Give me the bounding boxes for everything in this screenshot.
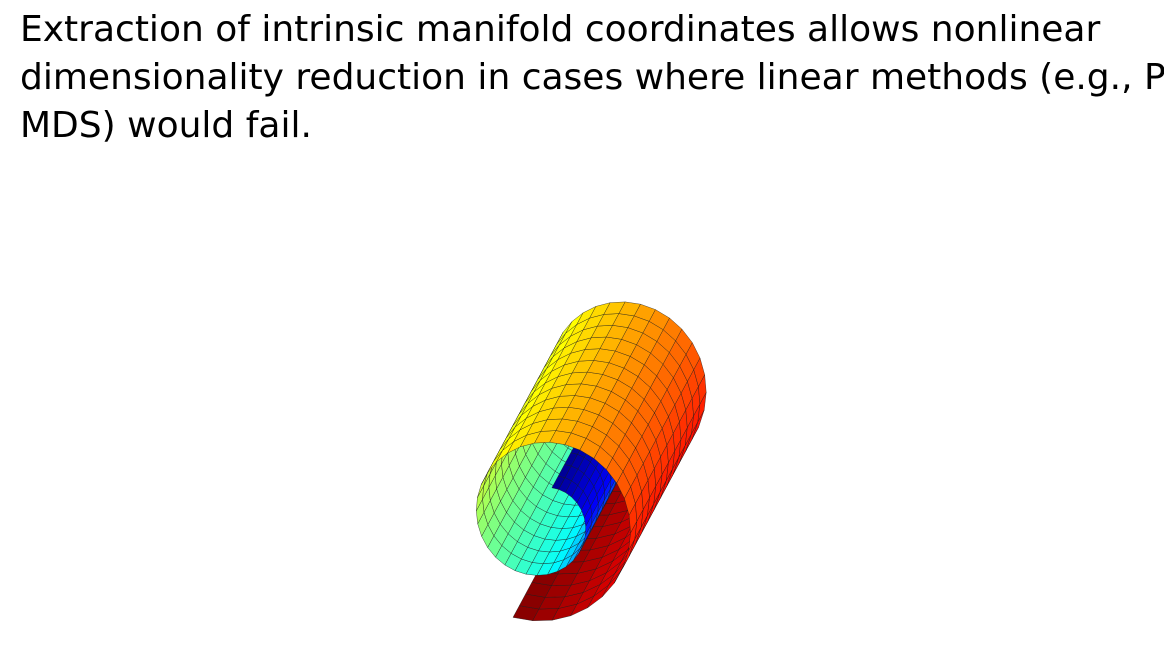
swiss-roll-figure (380, 150, 800, 660)
surface-patch (648, 309, 670, 331)
slide-body-text: Extraction of intrinsic manifold coordin… (20, 6, 1164, 150)
swiss-roll-surface-icon (476, 301, 707, 621)
text-line-1: Extraction of intrinsic manifold coordin… (20, 9, 1101, 50)
text-line-2: dimensionality reduction in cases where … (20, 57, 1164, 98)
text-line-3: MDS) would fail. (20, 105, 312, 146)
